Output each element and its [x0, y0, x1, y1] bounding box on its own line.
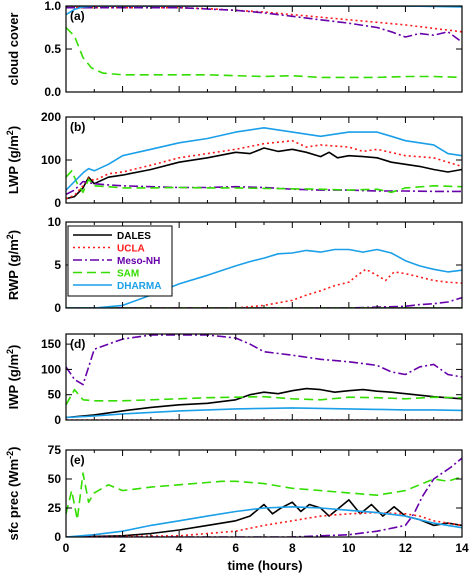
series-line-dharma — [66, 407, 462, 419]
series-line-dharma — [66, 6, 462, 16]
series-line-dales — [66, 147, 462, 200]
series-line-dales — [66, 387, 462, 419]
series-group — [66, 6, 462, 79]
legend-label: Meso-NH — [117, 256, 160, 267]
x-tick-label: 2 — [119, 541, 126, 555]
y-tick-label: 10 — [48, 215, 62, 229]
x-tick-label: 8 — [289, 541, 296, 555]
y-tick-label: 0.5 — [44, 42, 61, 56]
y-axis-label: cloud cover — [6, 13, 21, 86]
x-tick-label: 10 — [342, 541, 356, 555]
y-tick-label: 75 — [48, 443, 62, 457]
panel-tag: (e) — [70, 453, 85, 467]
legend-item-ucla: UCLA — [73, 244, 145, 255]
y-tick-label: 100 — [41, 153, 61, 167]
y-tick-label: 5 — [54, 258, 61, 272]
legend-item-dales: DALES — [73, 231, 151, 242]
legend-label: SAM — [117, 269, 139, 280]
y-axis-label: sfc prec (Wm-2) — [5, 447, 21, 541]
y-tick-label: 100 — [41, 362, 61, 376]
series-group — [66, 334, 462, 420]
y-tick-label: 1.0 — [44, 0, 61, 13]
series-line-sam — [66, 26, 462, 79]
plot-frame — [65, 116, 463, 204]
series-line-meso-nh — [66, 457, 462, 537]
x-tick-label: 14 — [455, 541, 469, 555]
series-line-dharma — [66, 505, 462, 537]
x-tick-label: 12 — [399, 541, 413, 555]
y-tick-label: 0.0 — [44, 85, 61, 99]
x-axis-label: time (hours) — [227, 558, 302, 573]
series-line-ucla — [66, 511, 462, 537]
plot-frame — [65, 333, 463, 421]
y-tick-label: 0 — [54, 530, 61, 544]
x-tick-label: 4 — [176, 541, 183, 555]
legend-label: UCLA — [117, 244, 145, 255]
y-tick-label: 0 — [54, 301, 61, 315]
legend-label: DHARMA — [117, 281, 161, 292]
legend-item-meso-nh: Meso-NH — [73, 256, 160, 267]
y-axis-label: RWP (g/m2) — [5, 230, 21, 300]
panel-e: 0 25 50 75 (e) sfc prec (Wm-2) 0 2 4 6 8 10 12 14 — [5, 443, 469, 555]
x-tick-label: 6 — [232, 541, 239, 555]
panel-tag: (a) — [70, 9, 85, 23]
y-tick-label: 25 — [48, 501, 62, 515]
y-tick-label: 200 — [41, 110, 61, 124]
panel-tag: (b) — [70, 120, 85, 134]
series-group — [66, 457, 462, 537]
y-axis-label: IWP (g/m2) — [5, 345, 21, 410]
legend-item-sam: SAM — [73, 269, 139, 280]
series-line-ucla — [66, 139, 462, 200]
panel-d: 0 50 100 150 (d) IWP (g/m2) — [5, 333, 463, 427]
series-line-meso-nh — [66, 334, 462, 386]
series-line-meso-nh — [66, 6, 462, 43]
panel-a: 0.0 0.5 1.0 (a) cloud cover — [6, 0, 463, 99]
y-tick-label: 0 — [54, 413, 61, 427]
series-line-sam — [66, 388, 462, 406]
y-tick-label: 0 — [54, 196, 61, 210]
series-line-dales — [66, 499, 462, 537]
series-line-dharma — [66, 127, 462, 191]
y-tick-label: 150 — [41, 337, 61, 351]
series-line-ucla — [66, 6, 462, 33]
series-line-sam — [66, 170, 462, 194]
y-tick-label: 50 — [48, 388, 62, 402]
plot-frame — [65, 449, 463, 538]
series-line-ucla — [66, 268, 462, 308]
series-group — [66, 127, 462, 200]
x-tick-label: 0 — [63, 541, 70, 555]
series-line-sam — [66, 472, 462, 521]
panel-b: 0 100 200 (b) LWP (g/m2) — [5, 110, 463, 210]
plot-frame — [65, 5, 463, 93]
legend-item-dharma: DHARMA — [73, 281, 161, 292]
panel-tag: (d) — [70, 337, 85, 351]
legend-label: DALES — [117, 231, 151, 242]
y-axis-label: LWP (g/m2) — [5, 126, 21, 194]
y-tick-label: 50 — [48, 472, 62, 486]
